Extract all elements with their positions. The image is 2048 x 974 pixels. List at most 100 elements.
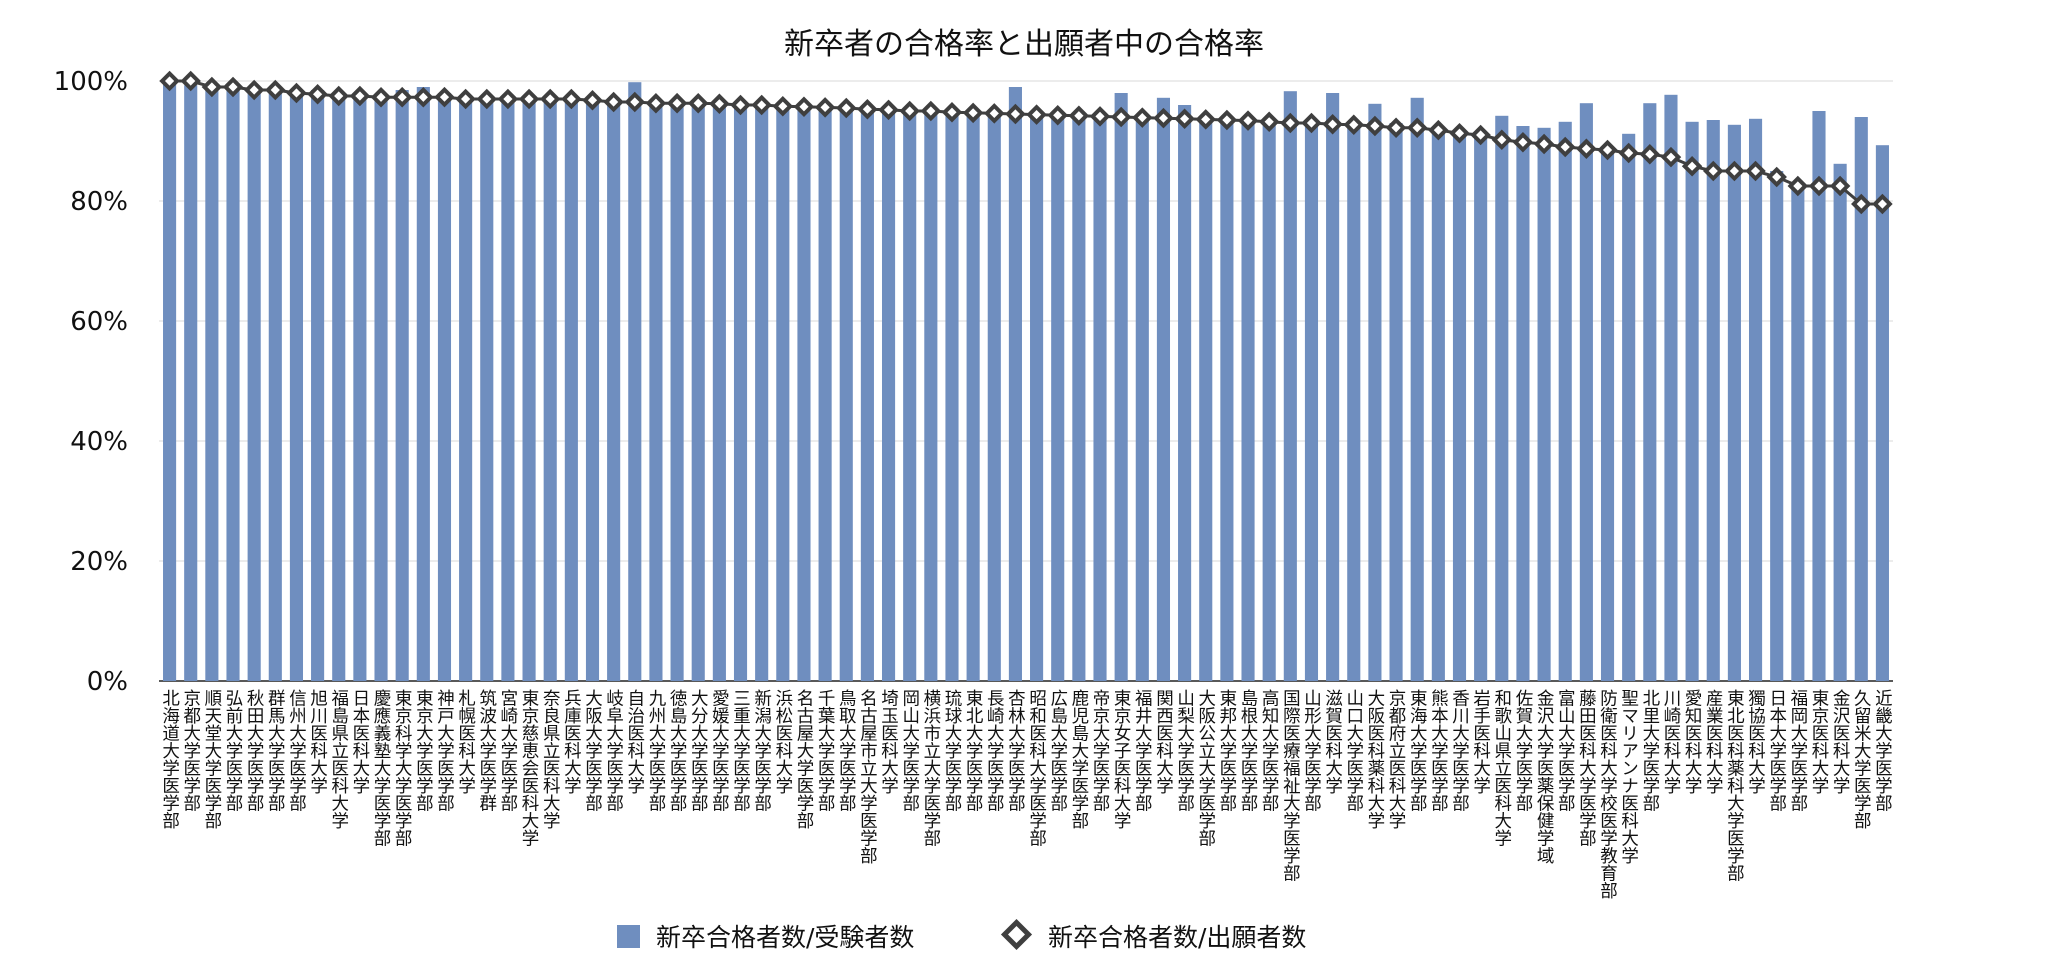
bar <box>1410 97 1424 682</box>
legend-bar-label: 新卒合格者数/受験者数 <box>656 923 914 952</box>
x-category-label: 日本大学医学部 <box>1767 689 1787 812</box>
line-point <box>1110 106 1132 128</box>
bar <box>1241 120 1255 681</box>
bar <box>247 87 261 681</box>
x-category-label: 名古屋市立大学医学部 <box>857 689 877 864</box>
line-point <box>307 83 328 105</box>
bar <box>1600 150 1615 681</box>
x-category-label: 鳥取大学医学部 <box>836 689 856 812</box>
line-point <box>645 92 667 114</box>
x-category-label: 金沢医科大学 <box>1830 689 1850 794</box>
x-category-label: 京都府立医科大学 <box>1386 689 1406 829</box>
x-category-label: 岩手医科大学 <box>1471 689 1491 794</box>
x-category-label: 獨協医科大学 <box>1746 689 1766 794</box>
bar <box>205 87 219 681</box>
bar <box>289 90 304 681</box>
y-tick-label: 60% <box>70 307 128 337</box>
x-category-label: 愛媛大学医学部 <box>709 689 729 812</box>
line-point <box>1576 138 1597 160</box>
x-category-label: 北里大学医学部 <box>1640 689 1660 812</box>
chart-title: 新卒者の合格率と出願者中の合格率 <box>784 27 1264 62</box>
legend-bar-swatch <box>617 925 640 948</box>
line-point <box>1280 112 1301 134</box>
bar <box>1579 103 1593 681</box>
line-point <box>1851 193 1872 215</box>
x-category-label: 東京大学医学部 <box>413 689 433 812</box>
line-point <box>666 92 688 114</box>
line-point <box>1216 109 1238 131</box>
x-category-label: 岐阜大学医学部 <box>604 689 624 812</box>
bar <box>1622 133 1636 682</box>
line-point <box>265 79 286 101</box>
bar <box>776 105 790 681</box>
x-category-label: 帝京大学医学部 <box>1090 689 1110 812</box>
line-point <box>539 88 561 110</box>
bar <box>712 102 726 681</box>
line-point <box>920 100 942 122</box>
bar <box>1854 117 1868 681</box>
series-line <box>169 79 1883 206</box>
line-point <box>497 88 519 110</box>
x-category-label: 愛知医科大学 <box>1682 689 1702 794</box>
x-category-label: 聖マリアンナ医科大学 <box>1619 689 1639 864</box>
line-point <box>814 97 836 118</box>
line-series <box>159 70 1893 215</box>
x-category-label: 群馬大学医学部 <box>265 689 285 812</box>
line-point <box>772 95 794 117</box>
line-point <box>286 82 307 104</box>
x-category-label: 自治医科大学 <box>625 689 645 794</box>
line-point <box>1618 142 1639 164</box>
bar <box>268 90 282 681</box>
x-category-label: 横浜市立大学医学部 <box>921 689 941 847</box>
bar <box>1199 117 1213 681</box>
x-category-label: 東海大学医学部 <box>1407 689 1427 812</box>
bar <box>818 105 832 681</box>
line-point <box>878 99 899 121</box>
x-category-label: 山口大学医学部 <box>1344 689 1364 812</box>
x-category-label: 昭和医科大学医学部 <box>1027 689 1047 847</box>
x-category-label: 久留米大学医学部 <box>1851 689 1871 829</box>
bar <box>459 96 473 681</box>
bar <box>797 105 811 681</box>
bar <box>1135 117 1149 681</box>
line-point <box>370 86 392 108</box>
x-category-label: 北海道大学医学部 <box>160 689 180 829</box>
x-category-label: 金沢大学医薬保健学域 <box>1534 689 1554 864</box>
line-point <box>413 86 434 108</box>
bar <box>839 108 853 681</box>
bar <box>1262 120 1276 681</box>
bar <box>924 108 938 681</box>
bar <box>691 102 705 681</box>
bar <box>1748 118 1763 682</box>
bar <box>755 105 769 681</box>
line-point <box>730 94 751 116</box>
bar <box>1495 115 1509 682</box>
bar <box>860 108 874 681</box>
bar <box>1220 117 1234 681</box>
bar <box>670 102 684 681</box>
x-category-label: 東邦大学医学部 <box>1217 689 1237 812</box>
x-category-label: 島根大学医学部 <box>1238 689 1258 812</box>
bar <box>1431 129 1445 681</box>
bar <box>1326 93 1340 681</box>
x-category-label: 札幌医科大学 <box>456 689 476 794</box>
bar <box>945 111 959 681</box>
x-category-label: 近畿大学医学部 <box>1872 689 1892 812</box>
line-point <box>180 70 201 92</box>
bar <box>501 96 515 681</box>
bar <box>374 96 388 681</box>
bar <box>1347 123 1361 681</box>
x-category-label: 和歌山県立医科大学 <box>1492 689 1512 847</box>
line-point <box>1745 160 1766 182</box>
line-point <box>1808 175 1830 197</box>
bar <box>1558 121 1572 682</box>
line-point <box>1724 160 1745 182</box>
line-point <box>1766 166 1787 188</box>
x-category-label: 名古屋大学医学部 <box>794 689 814 829</box>
x-category-label: 富山大学医学部 <box>1555 689 1575 812</box>
line-point <box>941 101 963 123</box>
x-category-label: 鹿児島大学医学部 <box>1069 689 1089 829</box>
x-category-label: 国際医療福祉大学医学部 <box>1280 689 1300 882</box>
